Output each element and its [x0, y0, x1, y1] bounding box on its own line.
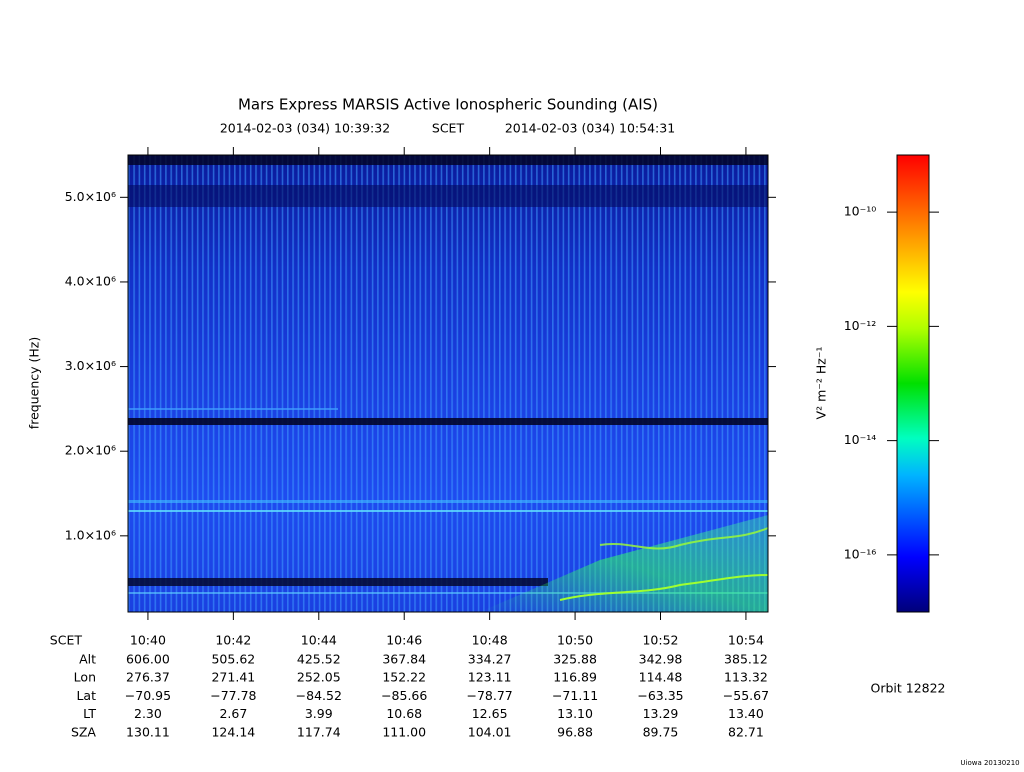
colorbar-tick-label: 10⁻¹² [844, 318, 877, 333]
ephemeris-value: 96.88 [557, 724, 593, 739]
ephemeris-value: −63.35 [637, 688, 683, 703]
ephemeris-value: 385.12 [724, 652, 768, 667]
x-tick-label: 10:46 [386, 633, 422, 648]
ephemeris-value: 334.27 [468, 652, 512, 667]
end-time: 2014-02-03 (034) 10:54:31 [505, 121, 675, 136]
ephemeris-value: 130.11 [126, 724, 170, 739]
ephemeris-value: 104.01 [468, 724, 512, 739]
ephemeris-value: 123.11 [468, 670, 512, 685]
ephemeris-value: −85.66 [381, 688, 427, 703]
ephemeris-value: 116.89 [553, 670, 597, 685]
ephemeris-value: 325.88 [553, 652, 597, 667]
ephemeris-value: 606.00 [126, 652, 170, 667]
ephemeris-value: 124.14 [211, 724, 255, 739]
ephemeris-value: −55.67 [723, 688, 769, 703]
ephemeris-value: 10.68 [386, 706, 422, 721]
x-tick-label: 10:48 [472, 633, 508, 648]
ephemeris-row-label: Lat [76, 688, 96, 703]
ephemeris-value: 13.29 [643, 706, 679, 721]
colorbar-label: V² m⁻² Hz⁻¹ [814, 347, 829, 420]
time-label: SCET [432, 121, 465, 136]
ephemeris-row-label: LT [83, 706, 96, 721]
ephemeris-value: 2.30 [134, 706, 162, 721]
ephemeris-value: 2.67 [219, 706, 247, 721]
ephemeris-value: 113.32 [724, 670, 768, 685]
ephemeris-value: 13.10 [557, 706, 593, 721]
ephemeris-value: 12.65 [472, 706, 508, 721]
ephemeris-value: 13.40 [728, 706, 764, 721]
ephemeris-value: −77.78 [210, 688, 256, 703]
ephemeris-value: 252.05 [297, 670, 341, 685]
ephemeris-value: 276.37 [126, 670, 170, 685]
ephemeris-value: 114.48 [639, 670, 683, 685]
colorbar-tick-label: 10⁻¹⁰ [844, 204, 877, 219]
x-tick-label: 10:54 [728, 633, 764, 648]
ephemeris-value: 152.22 [382, 670, 426, 685]
chart-title: Mars Express MARSIS Active Ionospheric S… [238, 96, 658, 114]
y-tick-label: 5.0×10⁶ [65, 189, 116, 204]
ephemeris-value: 271.41 [211, 670, 255, 685]
ephemeris-value: 425.52 [297, 652, 341, 667]
x-tick-label: 10:40 [130, 633, 166, 648]
ephemeris-row-label: Lon [74, 670, 96, 685]
credit: Uiowa 20130210 [960, 759, 1019, 767]
ephemeris-row-label: SZA [71, 724, 96, 739]
ephemeris-value: −70.95 [125, 688, 171, 703]
y-tick-label: 3.0×10⁶ [65, 358, 116, 373]
x-tick-label: 10:42 [215, 633, 251, 648]
ephemeris-value: 367.84 [382, 652, 426, 667]
ephemeris-value: −78.77 [467, 688, 513, 703]
y-tick-label: 4.0×10⁶ [65, 273, 116, 288]
x-tick-label: 10:52 [642, 633, 678, 648]
start-time: 2014-02-03 (034) 10:39:32 [220, 121, 390, 136]
ephemeris-value: −71.11 [552, 688, 598, 703]
colorbar-tick-label: 10⁻¹⁴ [844, 432, 877, 447]
y-tick-label: 2.0×10⁶ [65, 443, 116, 458]
ephemeris-value: −84.52 [296, 688, 342, 703]
colorbar [896, 154, 930, 613]
x-tick-label: 10:50 [557, 633, 593, 648]
ephemeris-row-label: Alt [79, 652, 96, 667]
y-tick-label: 1.0×10⁶ [65, 527, 116, 542]
ephemeris-value: 82.71 [728, 724, 764, 739]
ephemeris-value: 89.75 [643, 724, 679, 739]
y-axis-label: frequency (Hz) [27, 337, 42, 429]
ephemeris-value: 3.99 [305, 706, 333, 721]
ephemeris-value: 111.00 [382, 724, 426, 739]
ephemeris-time-label: SCET [50, 633, 83, 648]
spectrogram [127, 154, 769, 613]
ephemeris-value: 505.62 [211, 652, 255, 667]
ephemeris-value: 117.74 [297, 724, 341, 739]
orbit: Orbit 12822 [870, 681, 945, 696]
x-tick-label: 10:44 [301, 633, 337, 648]
colorbar-tick-label: 10⁻¹⁶ [844, 546, 877, 561]
ephemeris-value: 342.98 [639, 652, 683, 667]
